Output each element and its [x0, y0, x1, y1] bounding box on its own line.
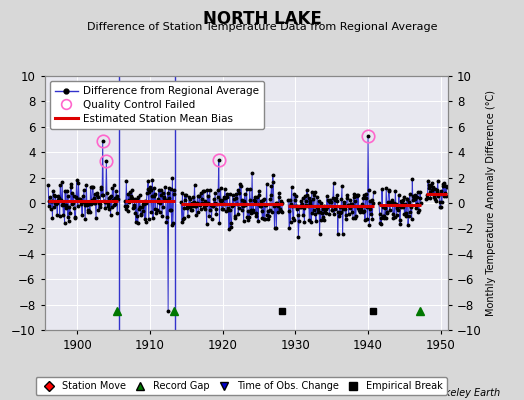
Y-axis label: Monthly Temperature Anomaly Difference (°C): Monthly Temperature Anomaly Difference (… [486, 90, 496, 316]
Text: Difference of Station Temperature Data from Regional Average: Difference of Station Temperature Data f… [87, 22, 437, 32]
Text: Berkeley Earth: Berkeley Earth [428, 388, 500, 398]
Legend: Station Move, Record Gap, Time of Obs. Change, Empirical Break: Station Move, Record Gap, Time of Obs. C… [36, 377, 446, 395]
Legend: Difference from Regional Average, Quality Control Failed, Estimated Station Mean: Difference from Regional Average, Qualit… [50, 81, 264, 129]
Text: NORTH LAKE: NORTH LAKE [203, 10, 321, 28]
